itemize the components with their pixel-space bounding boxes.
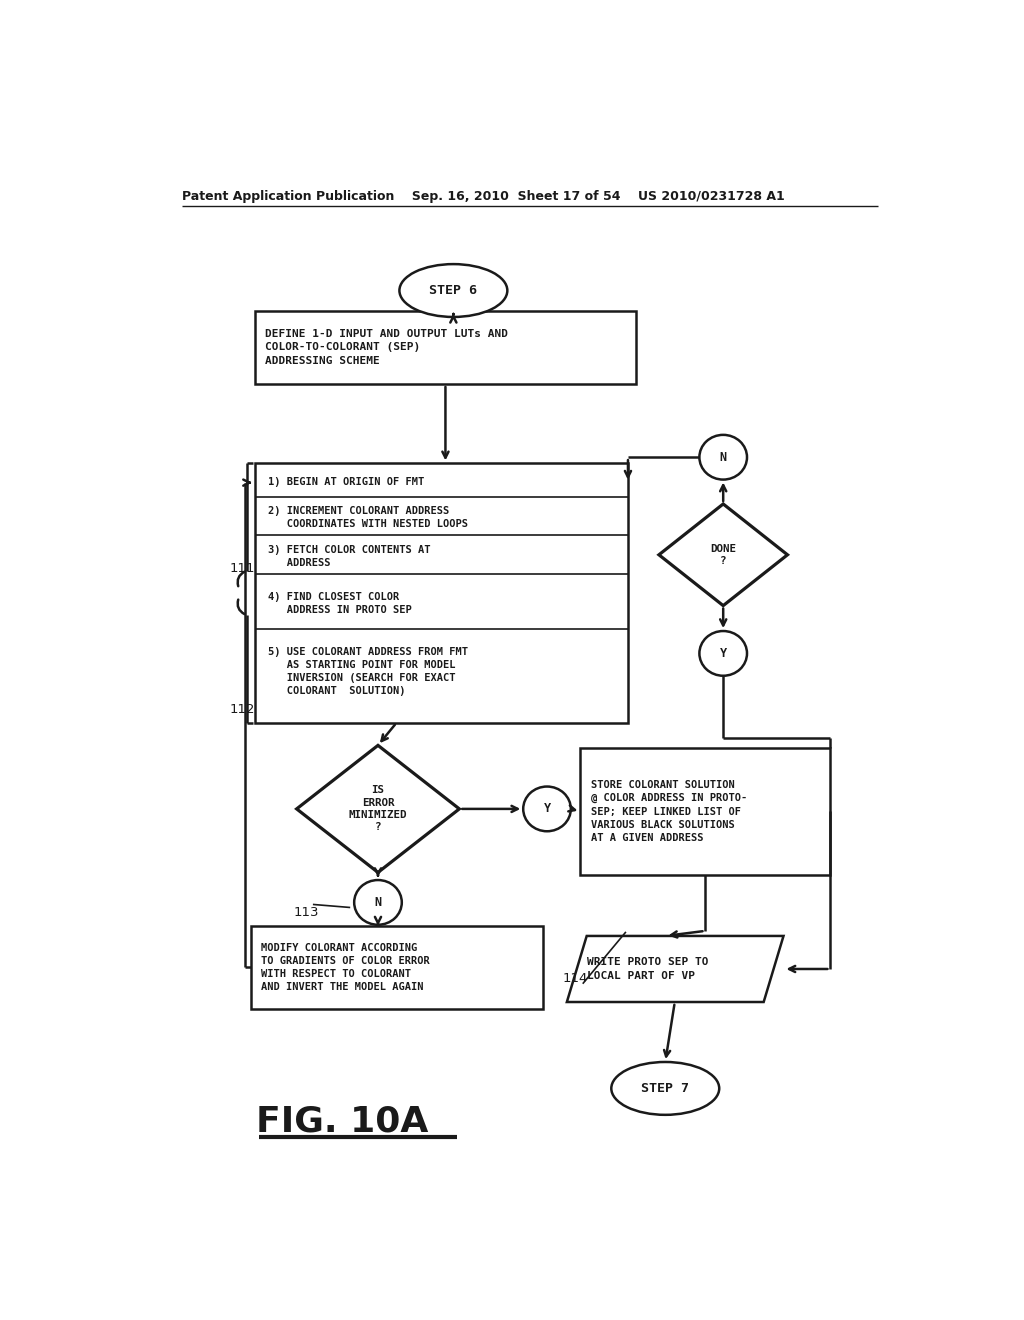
FancyBboxPatch shape xyxy=(255,463,628,722)
Text: 4) FIND CLOSEST COLOR
   ADDRESS IN PROTO SEP: 4) FIND CLOSEST COLOR ADDRESS IN PROTO S… xyxy=(267,593,412,615)
Text: STEP 6: STEP 6 xyxy=(429,284,477,297)
Polygon shape xyxy=(567,936,783,1002)
Text: MODIFY COLORANT ACCORDING
TO GRADIENTS OF COLOR ERROR
WITH RESPECT TO COLORANT
A: MODIFY COLORANT ACCORDING TO GRADIENTS O… xyxy=(261,942,430,993)
Ellipse shape xyxy=(399,264,507,317)
Text: IS
ERROR
MINIMIZED
?: IS ERROR MINIMIZED ? xyxy=(349,785,408,833)
Ellipse shape xyxy=(699,631,748,676)
Ellipse shape xyxy=(611,1063,719,1115)
Text: STEP 7: STEP 7 xyxy=(641,1082,689,1094)
Text: 3) FETCH COLOR CONTENTS AT
   ADDRESS: 3) FETCH COLOR CONTENTS AT ADDRESS xyxy=(267,545,430,569)
Text: DEFINE 1-D INPUT AND OUTPUT LUTs AND
COLOR-TO-COLORANT (SEP)
ADDRESSING SCHEME: DEFINE 1-D INPUT AND OUTPUT LUTs AND COL… xyxy=(265,329,508,366)
Text: DONE
?: DONE ? xyxy=(711,544,736,566)
Text: 112: 112 xyxy=(229,702,255,715)
FancyBboxPatch shape xyxy=(251,925,543,1008)
Text: 111: 111 xyxy=(229,561,255,574)
Text: WRITE PROTO SEP TO
LOCAL PART OF VP: WRITE PROTO SEP TO LOCAL PART OF VP xyxy=(587,957,709,981)
Text: FIG. 10A: FIG. 10A xyxy=(256,1105,428,1139)
Text: N: N xyxy=(375,896,382,909)
Text: 114: 114 xyxy=(563,972,588,985)
Text: STORE COLORANT SOLUTION
@ COLOR ADDRESS IN PROTO-
SEP; KEEP LINKED LIST OF
VARIO: STORE COLORANT SOLUTION @ COLOR ADDRESS … xyxy=(591,780,746,843)
Text: Y: Y xyxy=(720,647,727,660)
Text: N: N xyxy=(720,450,727,463)
FancyBboxPatch shape xyxy=(581,748,830,875)
Text: 113: 113 xyxy=(293,906,318,919)
Text: 5) USE COLORANT ADDRESS FROM FMT
   AS STARTING POINT FOR MODEL
   INVERSION (SE: 5) USE COLORANT ADDRESS FROM FMT AS STAR… xyxy=(267,647,468,696)
Text: 2) INCREMENT COLORANT ADDRESS
   COORDINATES WITH NESTED LOOPS: 2) INCREMENT COLORANT ADDRESS COORDINATE… xyxy=(267,506,468,529)
Text: 1) BEGIN AT ORIGIN OF FMT: 1) BEGIN AT ORIGIN OF FMT xyxy=(267,477,424,487)
Text: Patent Application Publication    Sep. 16, 2010  Sheet 17 of 54    US 2010/02317: Patent Application Publication Sep. 16, … xyxy=(182,190,784,202)
Ellipse shape xyxy=(699,434,748,479)
Ellipse shape xyxy=(354,880,401,925)
Polygon shape xyxy=(297,746,460,873)
Ellipse shape xyxy=(523,787,570,832)
Text: Y: Y xyxy=(544,803,551,816)
Polygon shape xyxy=(658,504,787,606)
FancyBboxPatch shape xyxy=(255,312,636,384)
